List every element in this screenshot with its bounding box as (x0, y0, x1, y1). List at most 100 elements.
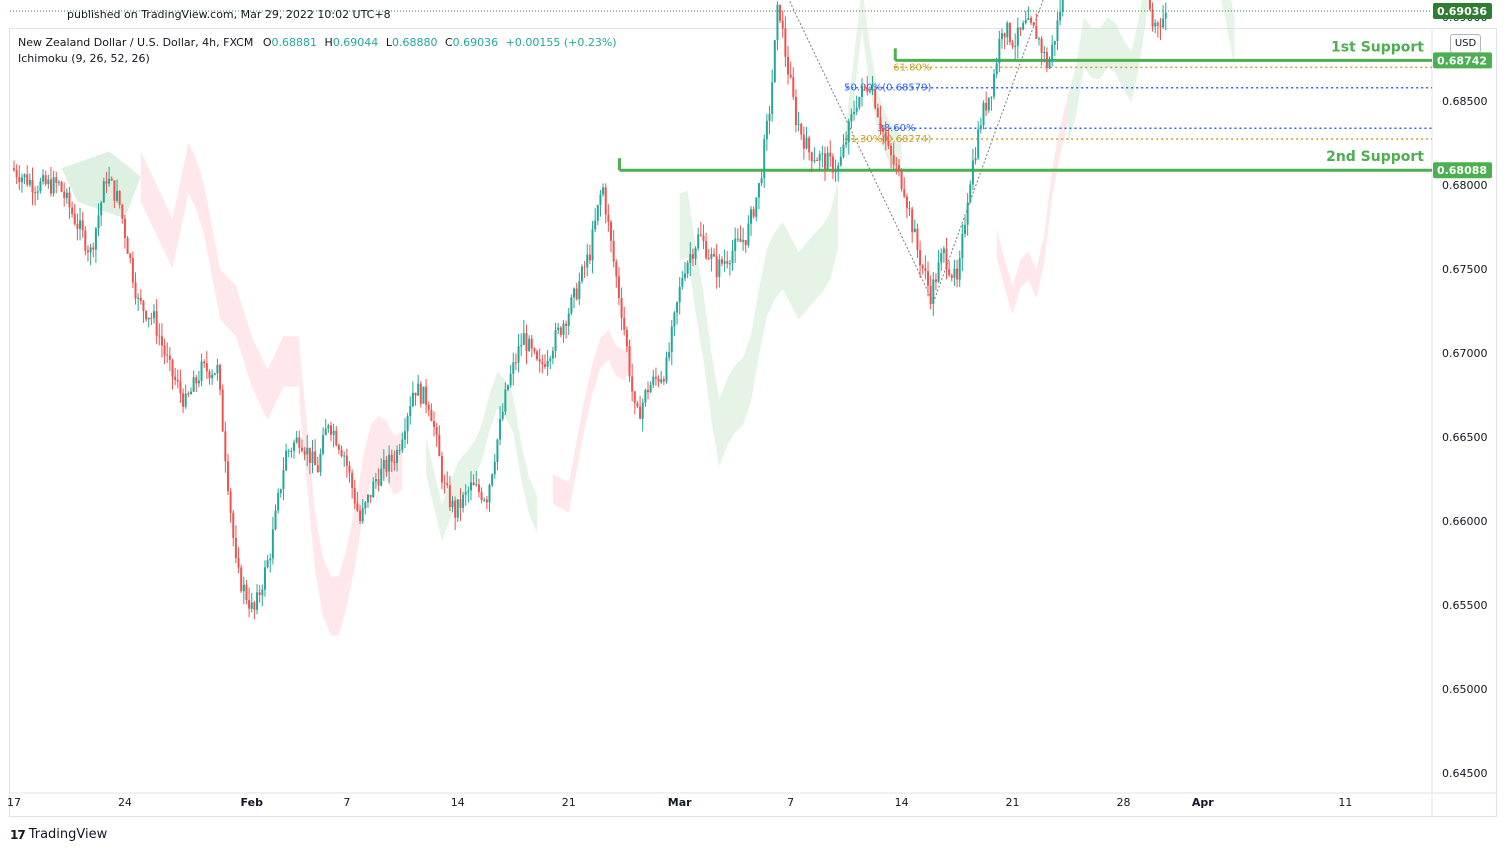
price-tick-label: 0.67500 (1442, 263, 1488, 276)
cloud-segment-bearish (552, 329, 633, 513)
cloud-segment-bullish (426, 371, 538, 542)
candle-body (541, 361, 544, 365)
open-label: O (262, 36, 272, 49)
candle-body (763, 139, 766, 179)
candle-body (512, 362, 515, 374)
candle-body (694, 248, 697, 259)
candle-body (483, 499, 486, 501)
candle-body (855, 107, 858, 112)
candle-body (76, 223, 79, 229)
fib-level-label: 41.30%(0.68274) (844, 134, 931, 145)
candle-body (42, 175, 45, 182)
cloud-segment-bearish (140, 143, 300, 421)
candle-body (147, 317, 150, 320)
chart-frame[interactable] (9, 28, 1497, 817)
price-tick-label: 0.65000 (1442, 683, 1488, 696)
candle-body (92, 247, 95, 250)
price-axis: 0.730000.725000.720000.715000.710000.705… (1433, 2, 1492, 780)
candle-body (739, 238, 742, 242)
candle-body (755, 197, 758, 217)
candle-body (1154, 22, 1157, 27)
candlesticks (13, 0, 1167, 620)
candle-body (1159, 25, 1162, 28)
candle-body (86, 250, 89, 253)
price-tick-label: 0.67000 (1442, 347, 1488, 360)
candle-body (1000, 33, 1003, 39)
candle-body (311, 451, 314, 464)
candle-body (1011, 42, 1014, 47)
candle-body (485, 499, 488, 503)
level-label: 2nd Support (1326, 149, 1424, 165)
candle-body (665, 357, 668, 382)
current-price-tag (1433, 2, 1492, 19)
candle-body (950, 275, 953, 278)
candle-body (723, 261, 726, 264)
candle-body (699, 234, 702, 236)
currency-button[interactable]: USD (1450, 34, 1481, 53)
level-price-tag (1433, 162, 1492, 179)
candle-body (839, 156, 842, 166)
candle-body (28, 180, 31, 185)
candle-body (219, 364, 222, 390)
candle-body (1006, 22, 1009, 38)
candle-body (829, 152, 832, 157)
candle-body (971, 160, 974, 185)
candle-body (385, 459, 388, 472)
candle-body (316, 465, 319, 473)
candle-body (697, 234, 700, 249)
candle-body (102, 181, 105, 203)
candle-body (454, 500, 457, 518)
candle-body (908, 207, 911, 210)
candle-body (496, 439, 499, 462)
candle-body (150, 317, 153, 319)
candle-body (279, 489, 282, 494)
candle-body (1048, 60, 1051, 69)
candle-body (924, 268, 927, 272)
candle-body (689, 254, 692, 264)
candle-body (414, 392, 417, 396)
candle-body (676, 302, 679, 313)
candle-body (499, 418, 502, 440)
candle-body (776, 4, 779, 41)
indicator-row[interactable]: Ichimoku (9, 26, 52, 26) (18, 52, 150, 65)
candle-body (580, 266, 583, 282)
candle-body (768, 113, 771, 121)
candle-body (1056, 20, 1059, 41)
time-tick-label: Feb (241, 796, 264, 809)
candle-body (229, 491, 232, 513)
candle-body (184, 393, 187, 407)
symbol-title[interactable]: New Zealand Dollar / U.S. Dollar, 4h, FX… (18, 36, 254, 49)
candle-body (900, 169, 903, 190)
candle-body (823, 153, 826, 169)
candle-body (974, 158, 977, 161)
candle-body (509, 373, 512, 386)
candle-body (31, 180, 34, 193)
candle-body (351, 472, 354, 489)
candle-body (94, 228, 97, 250)
candle-body (65, 192, 68, 198)
candle-body (335, 430, 338, 446)
candle-body (578, 281, 581, 300)
candle-body (620, 297, 623, 318)
candle-body (18, 177, 21, 183)
candle-body (303, 451, 306, 455)
candle-body (821, 153, 824, 155)
time-tick-label: 17 (7, 796, 21, 809)
tradingview-logo[interactable]: 17 TradingView (10, 827, 107, 842)
candle-body (673, 312, 676, 327)
candle-body (480, 492, 483, 501)
candle-body (731, 250, 734, 264)
candle-body (752, 209, 755, 217)
candle-body (256, 592, 259, 610)
candle-body (525, 333, 528, 352)
candle-body (826, 152, 829, 169)
time-tick-label: 7 (343, 796, 350, 809)
candle-body (794, 96, 797, 125)
candle-body (969, 184, 972, 203)
high-label: H (324, 36, 333, 49)
candle-body (401, 439, 404, 450)
candle-body (781, 20, 784, 29)
candle-body (55, 177, 58, 183)
candle-body (607, 214, 610, 222)
